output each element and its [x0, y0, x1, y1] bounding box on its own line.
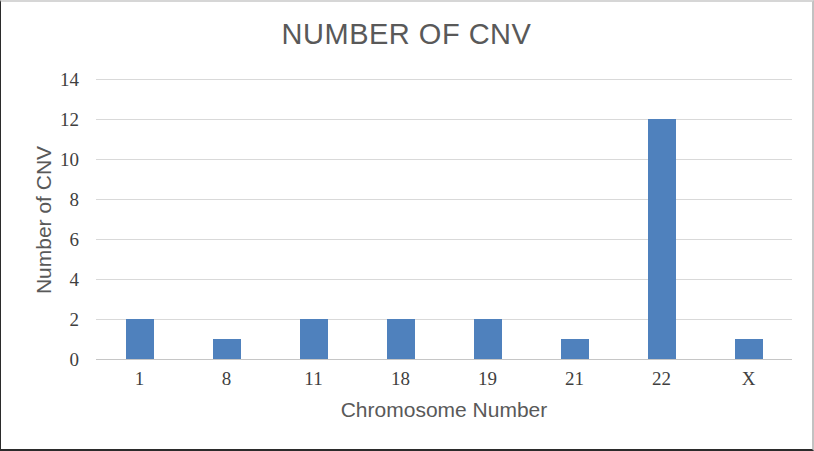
- x-tick-label: 19: [444, 368, 531, 390]
- x-axis-line: [96, 359, 792, 360]
- chart-container: NUMBER OF CNV Number of CNV Chromosome N…: [0, 0, 814, 451]
- bar: [300, 319, 328, 359]
- gridline: [96, 239, 792, 240]
- bar: [735, 339, 763, 359]
- y-tick-label: 10: [1, 149, 79, 171]
- gridline: [96, 279, 792, 280]
- bar: [213, 339, 241, 359]
- y-tick-label: 6: [1, 229, 79, 251]
- y-tick-label: 4: [1, 269, 79, 291]
- gridline: [96, 159, 792, 160]
- y-tick-label: 0: [1, 349, 79, 371]
- x-tick-label: 1: [96, 368, 183, 390]
- x-tick-label: 22: [618, 368, 705, 390]
- x-axis-title: Chromosome Number: [96, 398, 792, 422]
- y-tick-label: 12: [1, 109, 79, 131]
- y-tick-label: 8: [1, 189, 79, 211]
- bar: [387, 319, 415, 359]
- gridline: [96, 319, 792, 320]
- x-tick-label: 8: [183, 368, 270, 390]
- x-tick-label: X: [705, 368, 792, 390]
- gridline: [96, 79, 792, 80]
- bar: [648, 119, 676, 359]
- bar: [474, 319, 502, 359]
- x-tick-label: 18: [357, 368, 444, 390]
- plot-area: [96, 80, 792, 360]
- x-tick-label: 21: [531, 368, 618, 390]
- gridline: [96, 199, 792, 200]
- chart-title: NUMBER OF CNV: [1, 18, 812, 51]
- bar: [561, 339, 589, 359]
- y-tick-label: 14: [1, 69, 79, 91]
- bar: [126, 319, 154, 359]
- y-tick-label: 2: [1, 309, 79, 331]
- gridline: [96, 119, 792, 120]
- x-tick-label: 11: [270, 368, 357, 390]
